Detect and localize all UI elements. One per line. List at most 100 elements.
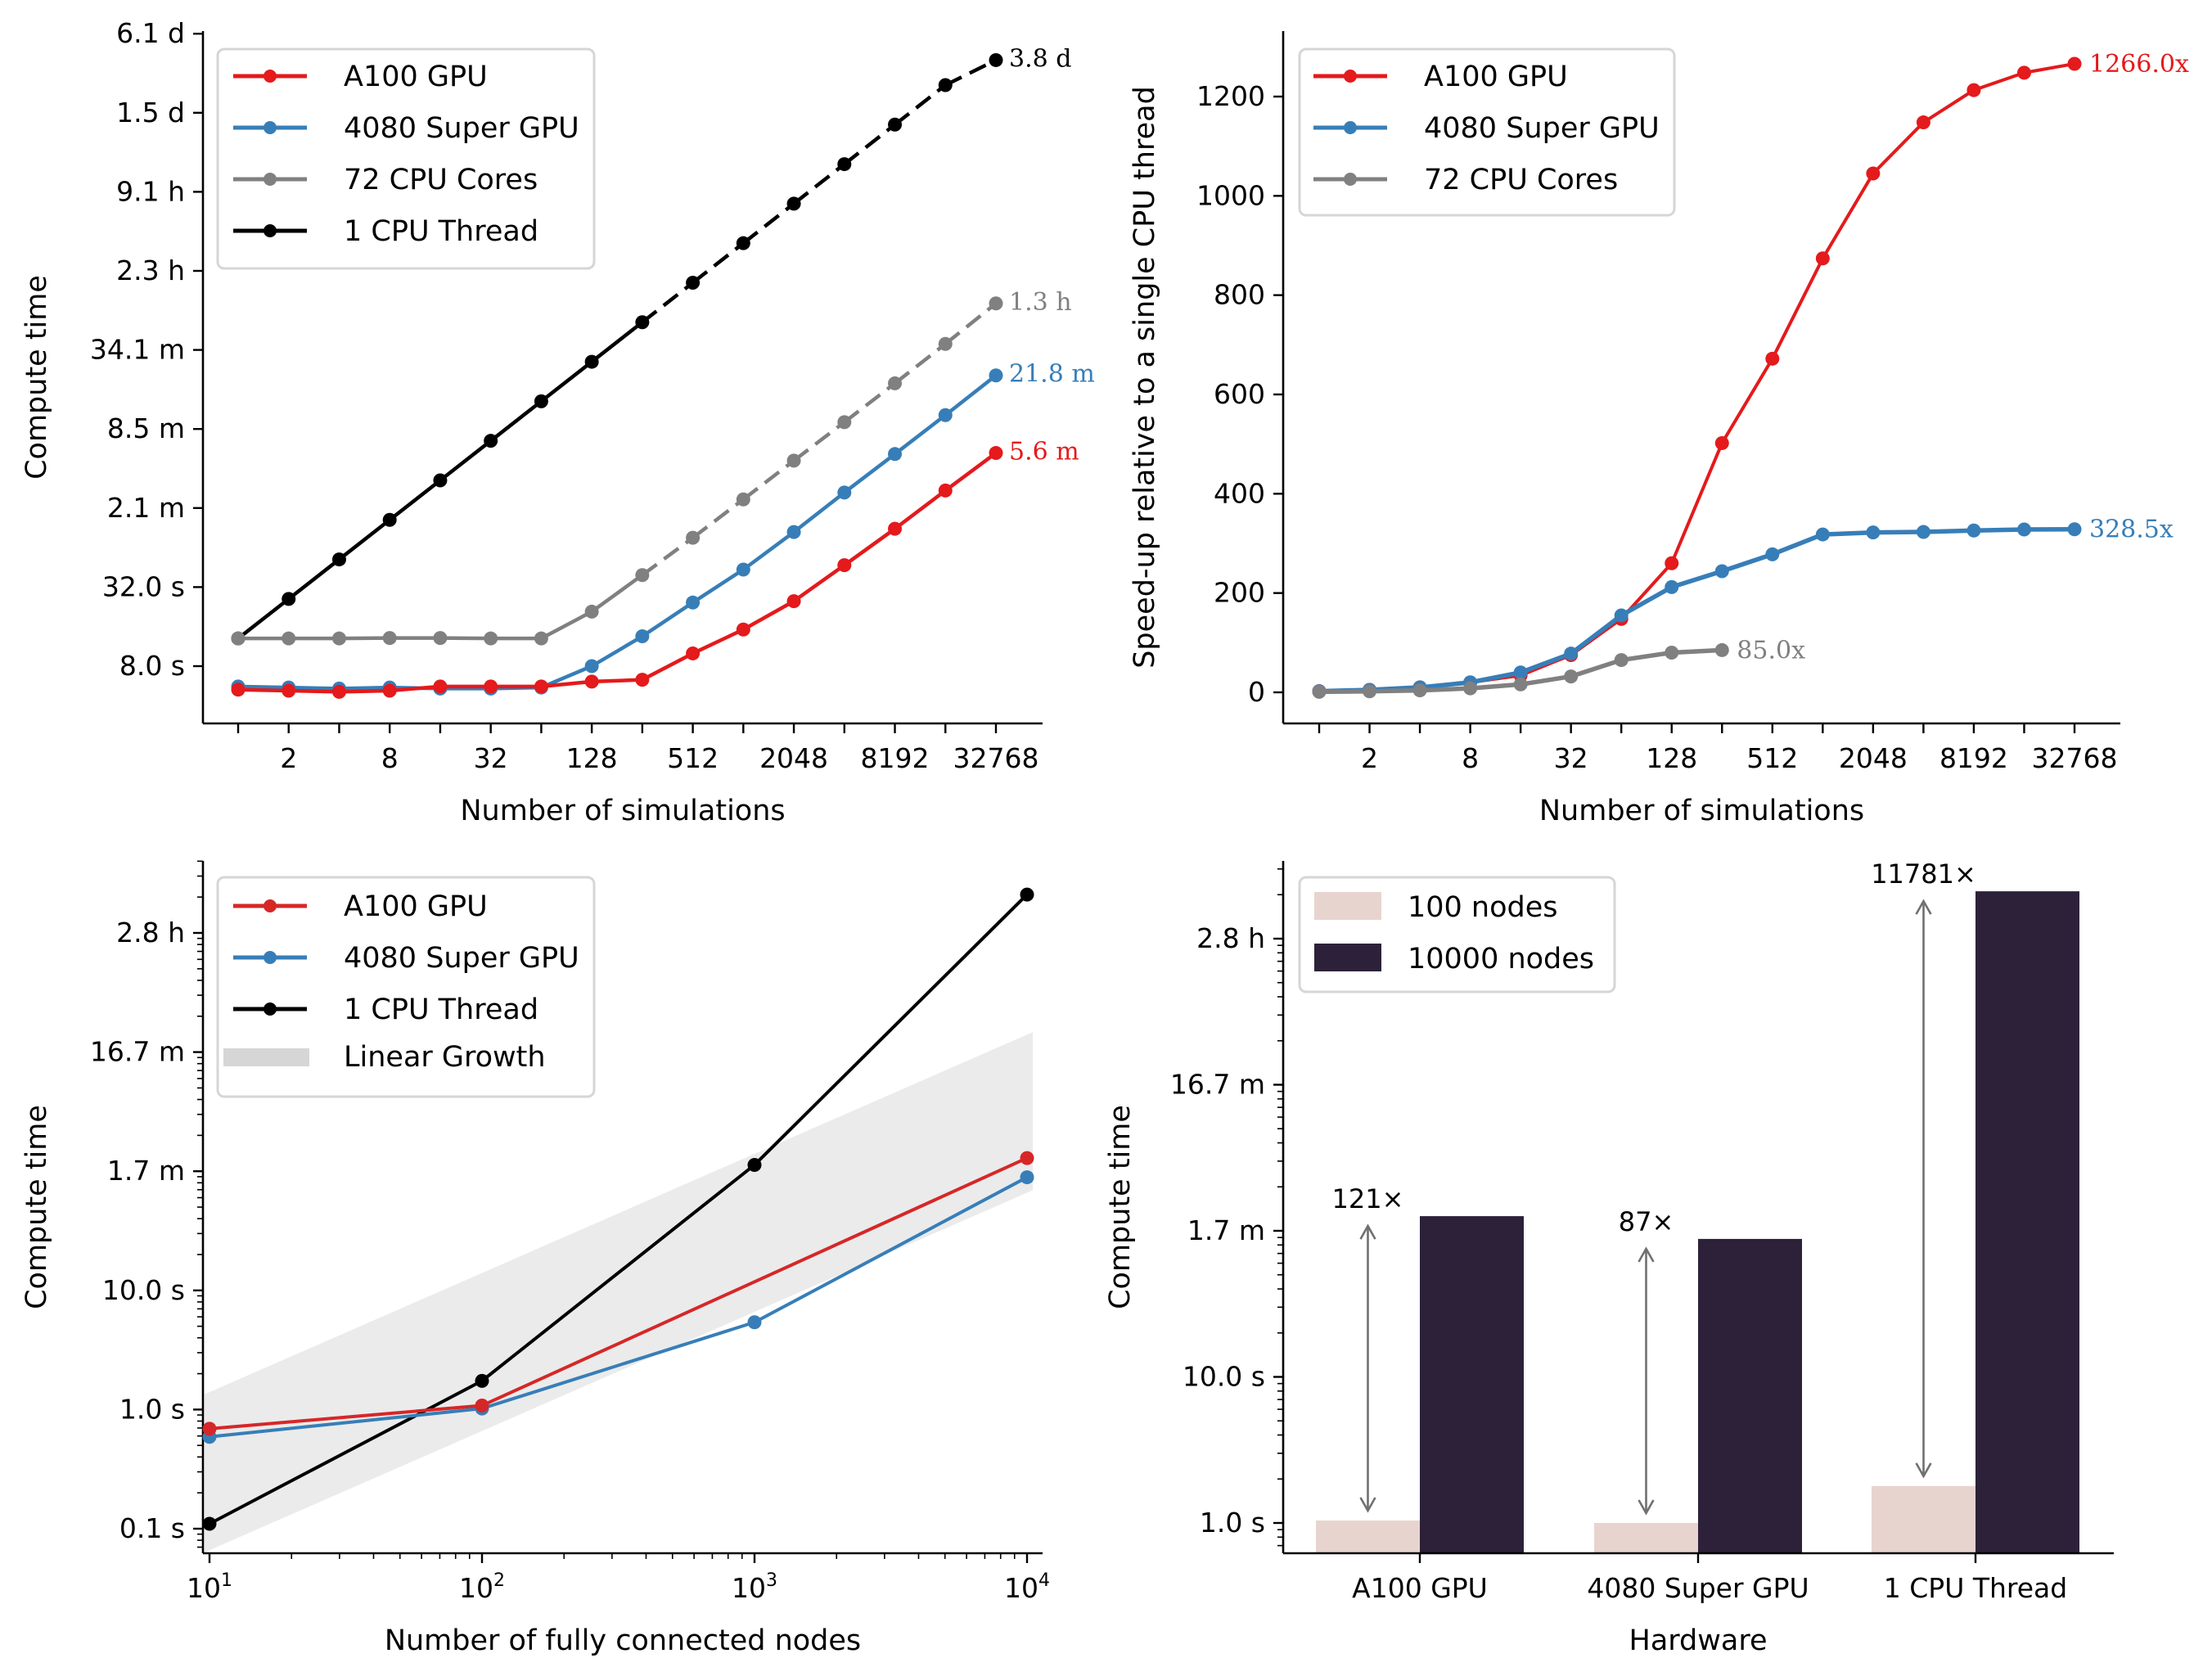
x-tick-label: 2048 xyxy=(759,742,828,774)
series-segment xyxy=(1822,529,1873,537)
y-tick-label: 1.7 m xyxy=(1187,1214,1265,1246)
data-point xyxy=(1564,669,1579,684)
x-tick-exponent: 1 xyxy=(221,1570,232,1591)
data-point xyxy=(475,1399,489,1413)
x-tick-label: 32 xyxy=(474,742,508,774)
legend-label: Linear Growth xyxy=(344,1041,546,1074)
series-segment xyxy=(480,1163,756,1382)
data-point xyxy=(584,659,599,674)
data-point xyxy=(475,1373,489,1388)
data-point xyxy=(433,679,448,694)
data-point xyxy=(1614,608,1629,623)
y-tick-label: 8.0 s xyxy=(119,650,185,682)
series-segment xyxy=(894,413,947,456)
series-segment xyxy=(792,162,846,205)
legend-label: 72 CPU Cores xyxy=(1424,164,1618,196)
series-segment xyxy=(339,688,390,694)
legend-entry: 10000 nodes xyxy=(1314,943,1594,975)
legend-label: 1 CPU Thread xyxy=(344,993,538,1026)
series-segment xyxy=(944,58,997,87)
series-segment xyxy=(641,651,694,682)
legend-label: 4080 Super GPU xyxy=(344,112,579,145)
data-point xyxy=(1866,166,1881,181)
series-segment xyxy=(592,678,642,684)
data-point xyxy=(747,1157,762,1172)
series-segment xyxy=(288,685,340,691)
x-axis-label: Number of fully connected nodes xyxy=(385,1624,861,1657)
x-tick-label: 103 xyxy=(732,1570,777,1604)
series-segment xyxy=(1973,527,2025,533)
series-segment xyxy=(1973,70,2025,92)
chart-compute-time-by-hardware: 121× 87× 11781× 1.0 s 10.0 s 1.7 m 16.7 m 2.8 h… xyxy=(1104,858,2114,1657)
data-point xyxy=(382,631,397,646)
legend-label: 100 nodes xyxy=(1408,891,1558,924)
data-point xyxy=(1020,1151,1034,1165)
legend-entry: 72 CPU Cores xyxy=(233,164,538,196)
data-point xyxy=(938,336,953,351)
legend-marker xyxy=(1344,121,1357,134)
series-segment xyxy=(692,628,745,656)
series-segment xyxy=(1620,584,1674,618)
series-segment xyxy=(590,573,644,614)
data-point xyxy=(584,354,599,369)
end-value-label: 328.5x xyxy=(2089,516,2174,544)
data-point xyxy=(484,631,498,646)
data-point xyxy=(888,521,903,536)
series-segment xyxy=(481,1320,755,1411)
legend-label: 4080 Super GPU xyxy=(344,942,579,975)
bar-10000-nodes xyxy=(1698,1238,1802,1553)
data-point xyxy=(1614,653,1629,668)
x-tick-label: 102 xyxy=(459,1570,505,1604)
legend-label: A100 GPU xyxy=(344,61,488,93)
series-segment xyxy=(287,557,340,601)
x-tick-label: 32768 xyxy=(2032,742,2118,774)
series-72-cpu xyxy=(1312,642,1729,699)
series-segment xyxy=(2024,61,2075,74)
data-point xyxy=(837,157,852,172)
data-point xyxy=(202,1421,217,1436)
end-value-label: 3.8 d xyxy=(1009,44,1071,73)
data-point xyxy=(1665,645,1679,660)
legend-label: 1 CPU Thread xyxy=(344,215,538,248)
series-segment xyxy=(1872,121,1925,175)
x-tick-label: 4080 Super GPU xyxy=(1587,1572,1809,1604)
x-tick-exponent: 4 xyxy=(1038,1570,1050,1591)
x-tick-label: 101 xyxy=(187,1570,232,1604)
series-segment xyxy=(1922,88,1975,124)
series-segment xyxy=(1771,257,1825,360)
data-point xyxy=(837,415,852,430)
arrow-head-up xyxy=(1638,1246,1655,1263)
series-segment xyxy=(1821,173,1875,259)
speedup-annotation: 87× xyxy=(1619,1206,1674,1237)
data-point xyxy=(331,631,346,646)
x-tick-label: 128 xyxy=(566,742,618,774)
data-point xyxy=(837,558,852,573)
speedup-annotation: 11781× xyxy=(1871,858,1976,890)
y-tick-label: 1.5 d xyxy=(116,97,185,128)
x-tick-base: 10 xyxy=(459,1572,493,1604)
end-value-label: 5.6 m xyxy=(1009,438,1079,466)
arrow-head-up xyxy=(1359,1223,1376,1240)
end-value-label: 85.0x xyxy=(1737,636,1805,665)
y-tick-label: 16.7 m xyxy=(90,1036,185,1068)
data-point xyxy=(1463,681,1478,696)
x-axis-label: Number of simulations xyxy=(460,795,785,827)
series-segment xyxy=(540,610,593,641)
series-1-cpu xyxy=(202,887,1034,1531)
series-72-cpu xyxy=(231,296,1003,646)
series-segment xyxy=(1570,613,1623,656)
data-point xyxy=(433,631,448,646)
series-segment xyxy=(944,302,998,346)
data-point xyxy=(282,592,296,606)
series-segment xyxy=(1369,687,1421,694)
data-point xyxy=(989,368,1003,383)
data-point xyxy=(484,679,498,694)
data-point xyxy=(534,394,548,408)
legend-entry: A100 GPU xyxy=(1313,61,1568,93)
series-segment xyxy=(1520,651,1572,675)
series-segment xyxy=(1720,358,1774,444)
speedup-arrow-icon xyxy=(1638,1246,1655,1516)
data-point xyxy=(736,492,750,507)
series-segment xyxy=(1670,569,1723,590)
legend-marker xyxy=(264,951,277,964)
